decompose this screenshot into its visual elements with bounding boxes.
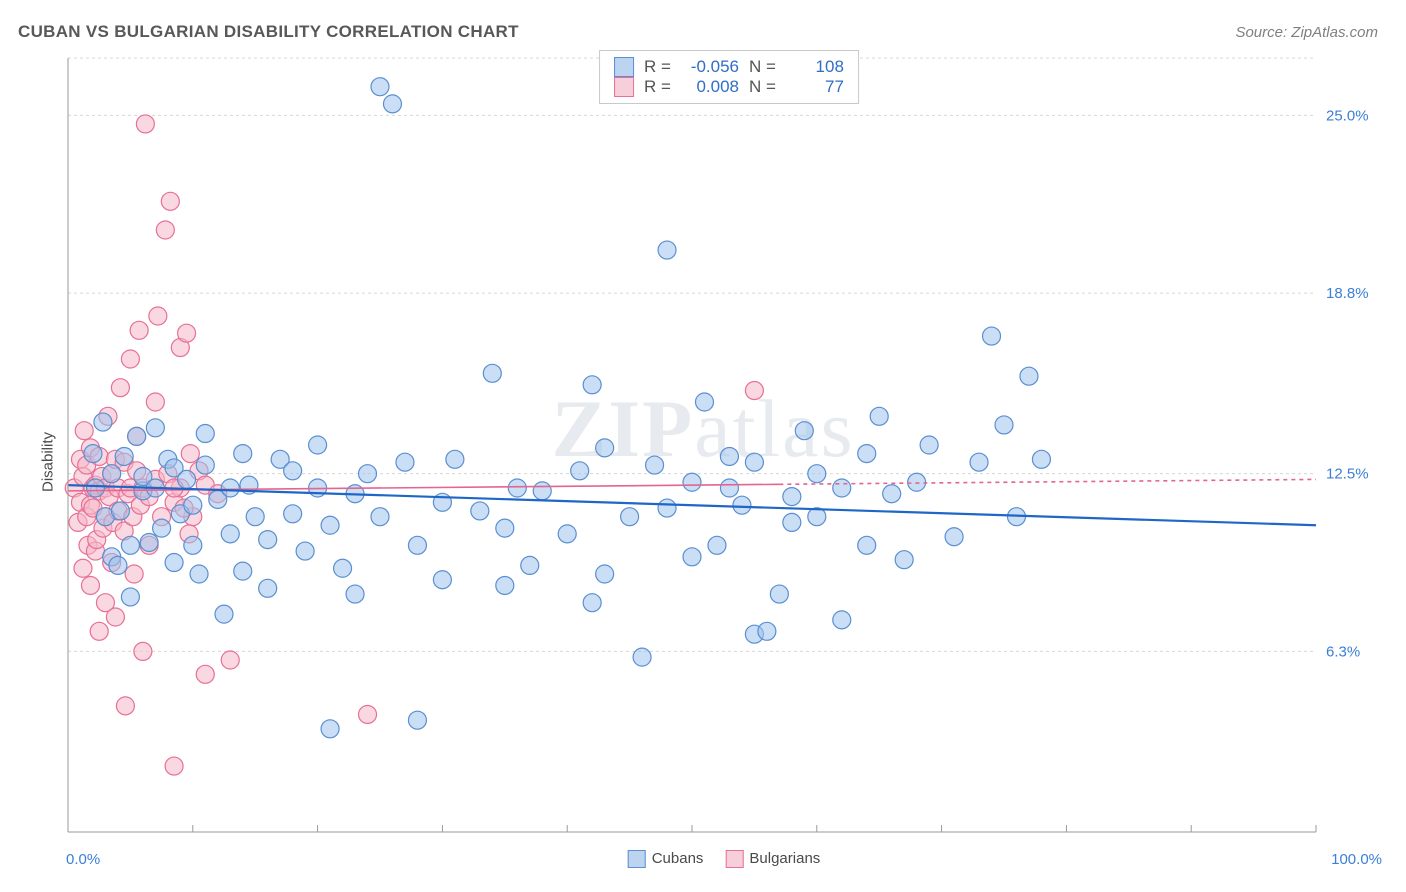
stats-row-bulgarians: R =0.008 N =77: [614, 77, 844, 97]
svg-text:12.5%: 12.5%: [1326, 466, 1369, 483]
chart-title: CUBAN VS BULGARIAN DISABILITY CORRELATIO…: [18, 22, 519, 42]
swatch-cubans: [614, 57, 634, 77]
x-max-label: 100.0%: [1331, 851, 1382, 868]
stats-legend: R =-0.056 N =108 R =0.008 N =77: [599, 50, 859, 104]
swatch-bulgarians: [614, 77, 634, 97]
x-axis: 0.0% Cubans Bulgarians 100.0%: [60, 844, 1388, 874]
chart-source: Source: ZipAtlas.com: [1235, 24, 1378, 41]
legend-cubans: Cubans: [628, 850, 704, 868]
series-legend: Cubans Bulgarians: [628, 850, 821, 868]
svg-text:18.8%: 18.8%: [1326, 285, 1369, 302]
scatter-plot: 6.3% 12.5% 18.8% 25.0%: [60, 50, 1388, 840]
legend-bulgarians: Bulgarians: [725, 850, 820, 868]
chart-header: CUBAN VS BULGARIAN DISABILITY CORRELATIO…: [0, 0, 1406, 52]
x-min-label: 0.0%: [66, 851, 100, 868]
svg-text:25.0%: 25.0%: [1326, 107, 1369, 124]
swatch-bulgarians-bottom: [725, 850, 743, 868]
svg-text:6.3%: 6.3%: [1326, 643, 1360, 660]
chart-area: Disability R =-0.056 N =108 R =0.008 N =…: [18, 50, 1388, 874]
y-axis-label: Disability: [40, 432, 57, 492]
swatch-cubans-bottom: [628, 850, 646, 868]
stats-row-cubans: R =-0.056 N =108: [614, 57, 844, 77]
